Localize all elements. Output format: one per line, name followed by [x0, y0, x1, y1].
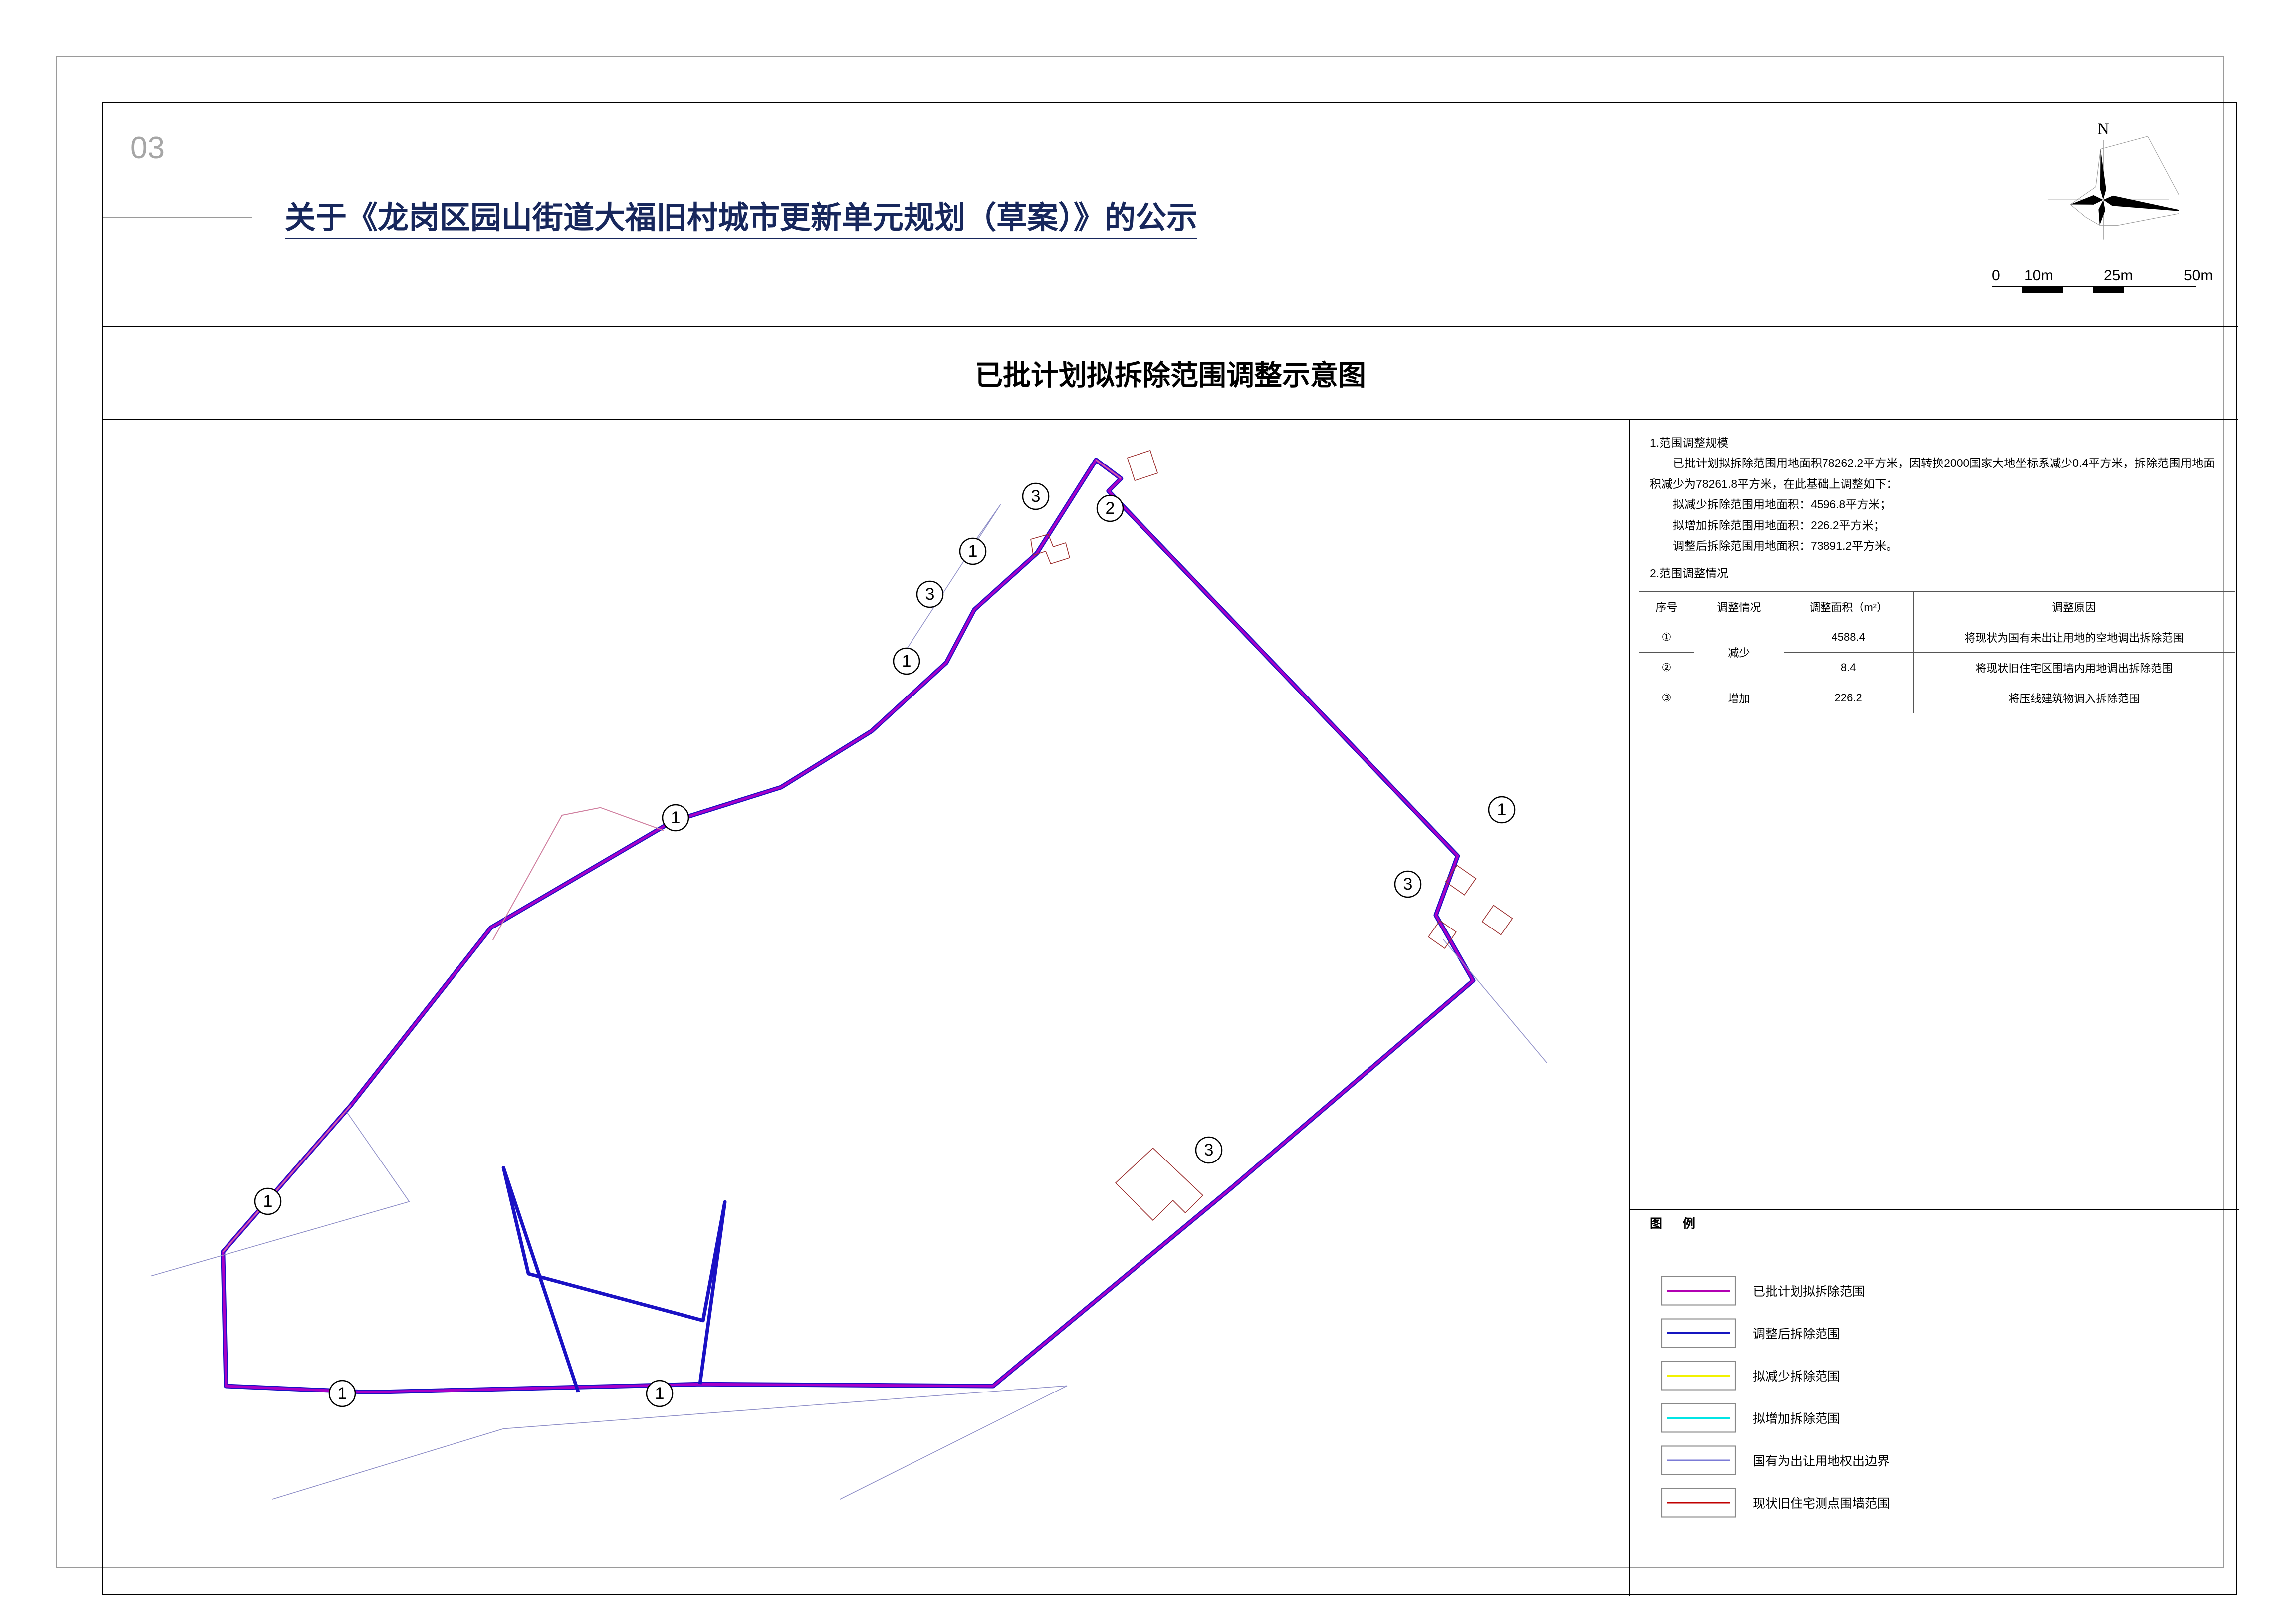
svg-text:N: N	[2097, 120, 2109, 138]
svg-text:3: 3	[1204, 1141, 1214, 1160]
svg-text:1: 1	[655, 1384, 665, 1403]
svg-text:1: 1	[338, 1384, 347, 1403]
svg-text:1: 1	[671, 808, 681, 827]
svg-text:3: 3	[1403, 875, 1413, 894]
svg-text:1: 1	[902, 652, 912, 671]
svg-text:3: 3	[925, 585, 935, 604]
svg-text:1: 1	[263, 1192, 273, 1211]
svg-text:3: 3	[1031, 487, 1041, 506]
svg-text:1: 1	[1497, 800, 1507, 819]
svg-text:1: 1	[968, 542, 978, 561]
svg-text:2: 2	[1106, 499, 1115, 518]
